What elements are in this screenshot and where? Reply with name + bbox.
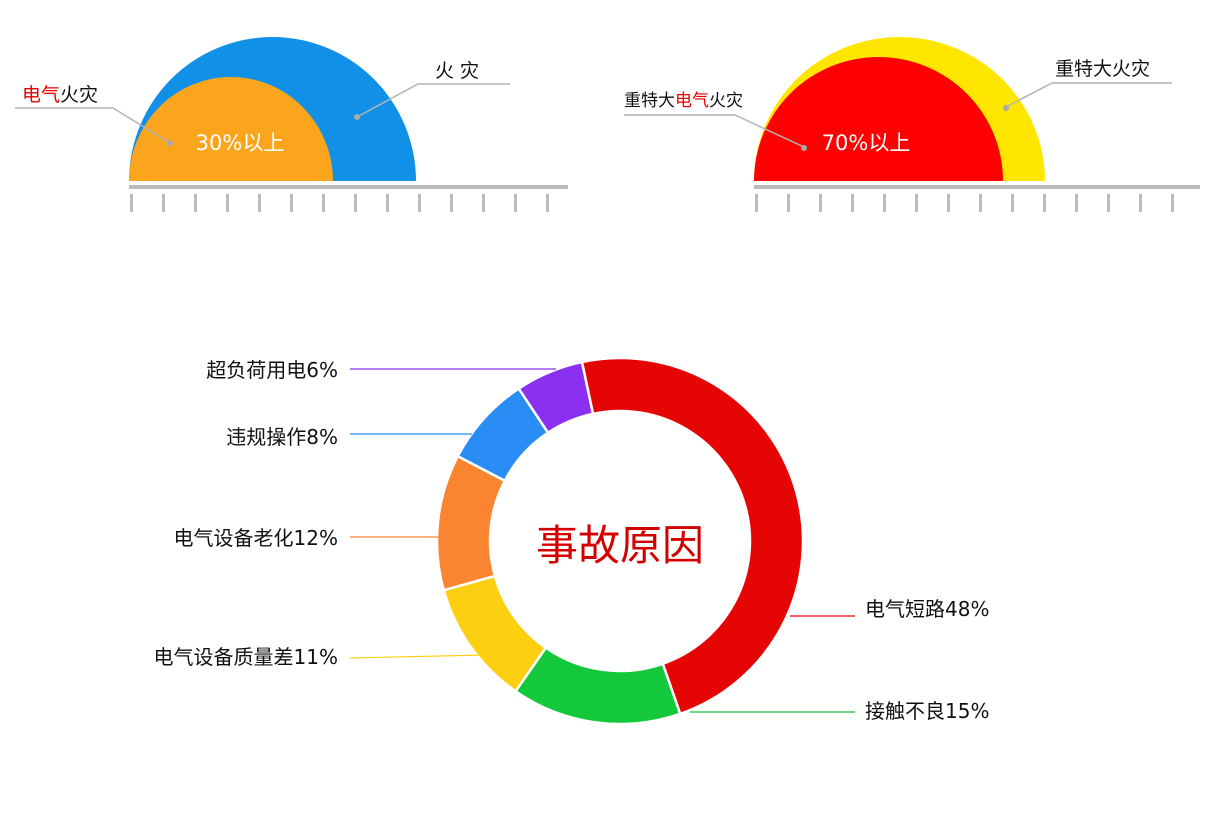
slice-label: 电气设备老化12% bbox=[174, 526, 338, 550]
ruler-tick bbox=[1075, 194, 1078, 212]
ruler-tick bbox=[851, 194, 854, 212]
ruler-tick bbox=[482, 194, 485, 212]
ruler-line bbox=[129, 185, 568, 189]
ruler-tick bbox=[322, 194, 325, 212]
slice-label: 接触不良15% bbox=[865, 699, 989, 723]
fire-label: 火 灾 bbox=[435, 60, 479, 82]
major-electrical-fire-inner-semicircle bbox=[754, 56, 1003, 182]
ruler bbox=[754, 185, 1200, 212]
major-electrical-fire-label: 重特大电气火灾 bbox=[624, 91, 743, 111]
ruler-tick bbox=[1107, 194, 1110, 212]
ruler-tick bbox=[354, 194, 357, 212]
donut-center-label: 事故原因 bbox=[536, 521, 704, 570]
major-fire-label: 重特大火灾 bbox=[1055, 58, 1150, 80]
label-leader-line bbox=[349, 654, 486, 659]
ruler-tick bbox=[546, 194, 549, 212]
ruler-tick bbox=[819, 194, 822, 212]
ruler-tick bbox=[386, 194, 389, 212]
slice-label: 超负荷用电6% bbox=[206, 358, 338, 382]
ruler bbox=[129, 185, 568, 212]
major-electrical-fire-share: 70%以上 bbox=[822, 131, 911, 155]
ruler-tick bbox=[947, 194, 950, 212]
ruler-tick bbox=[258, 194, 261, 212]
electrical-fire-share: 30%以上 bbox=[196, 131, 285, 155]
ruler-tick bbox=[883, 194, 886, 212]
leader-line bbox=[15, 107, 171, 144]
ruler-tick bbox=[1139, 194, 1142, 212]
leader-line bbox=[356, 83, 510, 118]
fire-semicircle-chart: 电气火灾 火 灾 30%以上 bbox=[15, 36, 568, 212]
electrical-fire-label: 电气火灾 bbox=[22, 84, 98, 106]
ruler-tick bbox=[787, 194, 790, 212]
ruler-line bbox=[754, 185, 1200, 189]
ruler-tick bbox=[1171, 194, 1174, 212]
ruler-tick bbox=[130, 194, 133, 212]
leader-dot bbox=[354, 114, 360, 120]
accident-cause-donut: 电气短路48% 接触不良15% 电气设备质量差11% 电气设备老化12% 违规操作8% 超… bbox=[154, 356, 989, 726]
slice-label: 电气设备质量差11% bbox=[154, 645, 338, 669]
ruler-tick bbox=[979, 194, 982, 212]
leader-dot bbox=[167, 140, 173, 146]
ruler-tick bbox=[915, 194, 918, 212]
leader-line bbox=[624, 114, 805, 148]
leader-line bbox=[1005, 82, 1172, 108]
ruler-tick bbox=[514, 194, 517, 212]
leader-dot bbox=[801, 145, 807, 151]
ruler-tick bbox=[1011, 194, 1014, 212]
ruler-tick bbox=[450, 194, 453, 212]
ruler-tick bbox=[290, 194, 293, 212]
ruler-tick bbox=[226, 194, 229, 212]
ruler-tick bbox=[755, 194, 758, 212]
ruler-tick bbox=[194, 194, 197, 212]
electrical-fire-inner-semicircle bbox=[129, 77, 333, 181]
donut-slice bbox=[580, 356, 805, 716]
slice-label: 违规操作8% bbox=[226, 425, 338, 449]
leader-dot bbox=[1003, 105, 1009, 111]
major-fire-semicircle-chart: 重特大电气火灾 重特大火灾 70%以上 bbox=[624, 36, 1200, 212]
slice-label: 电气短路48% bbox=[865, 597, 989, 621]
donut-slice bbox=[513, 646, 682, 726]
ruler-tick bbox=[418, 194, 421, 212]
ruler-tick bbox=[162, 194, 165, 212]
ruler-tick bbox=[1043, 194, 1046, 212]
donut-slice bbox=[516, 360, 595, 435]
